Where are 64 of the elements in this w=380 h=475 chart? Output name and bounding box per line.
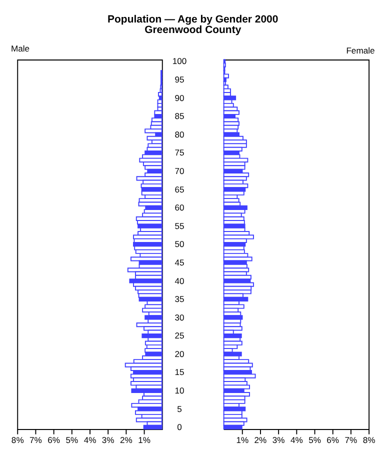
x-tick-label: 6%: [48, 434, 60, 445]
x-tick-label: 4%: [84, 434, 97, 445]
text: Female: [346, 45, 375, 56]
text: Male: [10, 43, 30, 54]
x-tick-label: 3%: [272, 434, 286, 445]
bar: [144, 128, 162, 134]
bar: [127, 268, 162, 272]
bar: [144, 315, 162, 320]
y-tick-label: 25: [174, 330, 185, 341]
y-tick-label: 0: [177, 422, 182, 432]
bar: [130, 256, 162, 262]
x-tick-label: 8%: [11, 434, 24, 445]
x-tick-label: 1%: [138, 434, 151, 445]
bar: [223, 74, 229, 78]
text: Population — Age by Gender 2000: [108, 14, 278, 26]
y-tick-label: 95: [174, 74, 185, 85]
x-tick-label: 6%: [326, 434, 340, 445]
x-tick-label: 5%: [308, 434, 322, 445]
x-tick-label: 7%: [344, 434, 358, 445]
x-tick-label: 5%: [66, 434, 78, 445]
x-tick-label: 4%: [290, 434, 304, 445]
x-tick-label: 1%: [236, 434, 249, 445]
y-tick-label: 50: [174, 239, 185, 250]
y-tick-label: 35: [174, 294, 185, 304]
x-tick-label: 3%: [102, 434, 115, 445]
y-tick-label: 85: [174, 111, 185, 122]
y-tick-label: 60: [174, 202, 185, 213]
y-tick-label: 55: [174, 220, 185, 231]
y-tick-label: 10: [174, 386, 185, 396]
bar: [148, 143, 162, 148]
y-tick-label: 65: [174, 184, 185, 194]
text: Greenwood County: [144, 24, 242, 36]
y-tick-label: 5: [177, 404, 182, 414]
y-tick-label: 70: [174, 166, 185, 176]
x-tick-label: 2%: [254, 434, 268, 445]
bar: [158, 96, 162, 100]
x-tick-label: 7%: [30, 434, 42, 445]
bar: [223, 96, 236, 100]
bar: [223, 165, 246, 170]
y-tick-label: 15: [174, 367, 185, 378]
bar: [223, 374, 256, 378]
bar: [223, 234, 254, 240]
bar: [223, 143, 247, 148]
y-tick-label: 80: [174, 129, 185, 140]
x-tick-label: 2%: [120, 434, 133, 445]
bar: [136, 176, 162, 181]
y-tick-label: 75: [174, 148, 185, 158]
y-tick-label: 45: [174, 257, 185, 268]
bar: [136, 418, 162, 422]
bar: [124, 362, 162, 368]
y-tick-label: 20: [174, 348, 185, 359]
y-tick-label: 90: [174, 92, 185, 103]
bar: [223, 304, 244, 309]
bar: [223, 424, 242, 430]
bar: [143, 424, 162, 430]
x-tick-label: 8%: [362, 434, 376, 445]
bar: [223, 326, 242, 331]
y-tick-label: 40: [174, 276, 185, 286]
y-tick-label: 100: [172, 56, 187, 66]
y-tick-label: 30: [174, 312, 185, 322]
bar: [138, 224, 162, 228]
bar: [223, 176, 247, 181]
bar: [144, 165, 162, 170]
bar: [223, 384, 250, 390]
